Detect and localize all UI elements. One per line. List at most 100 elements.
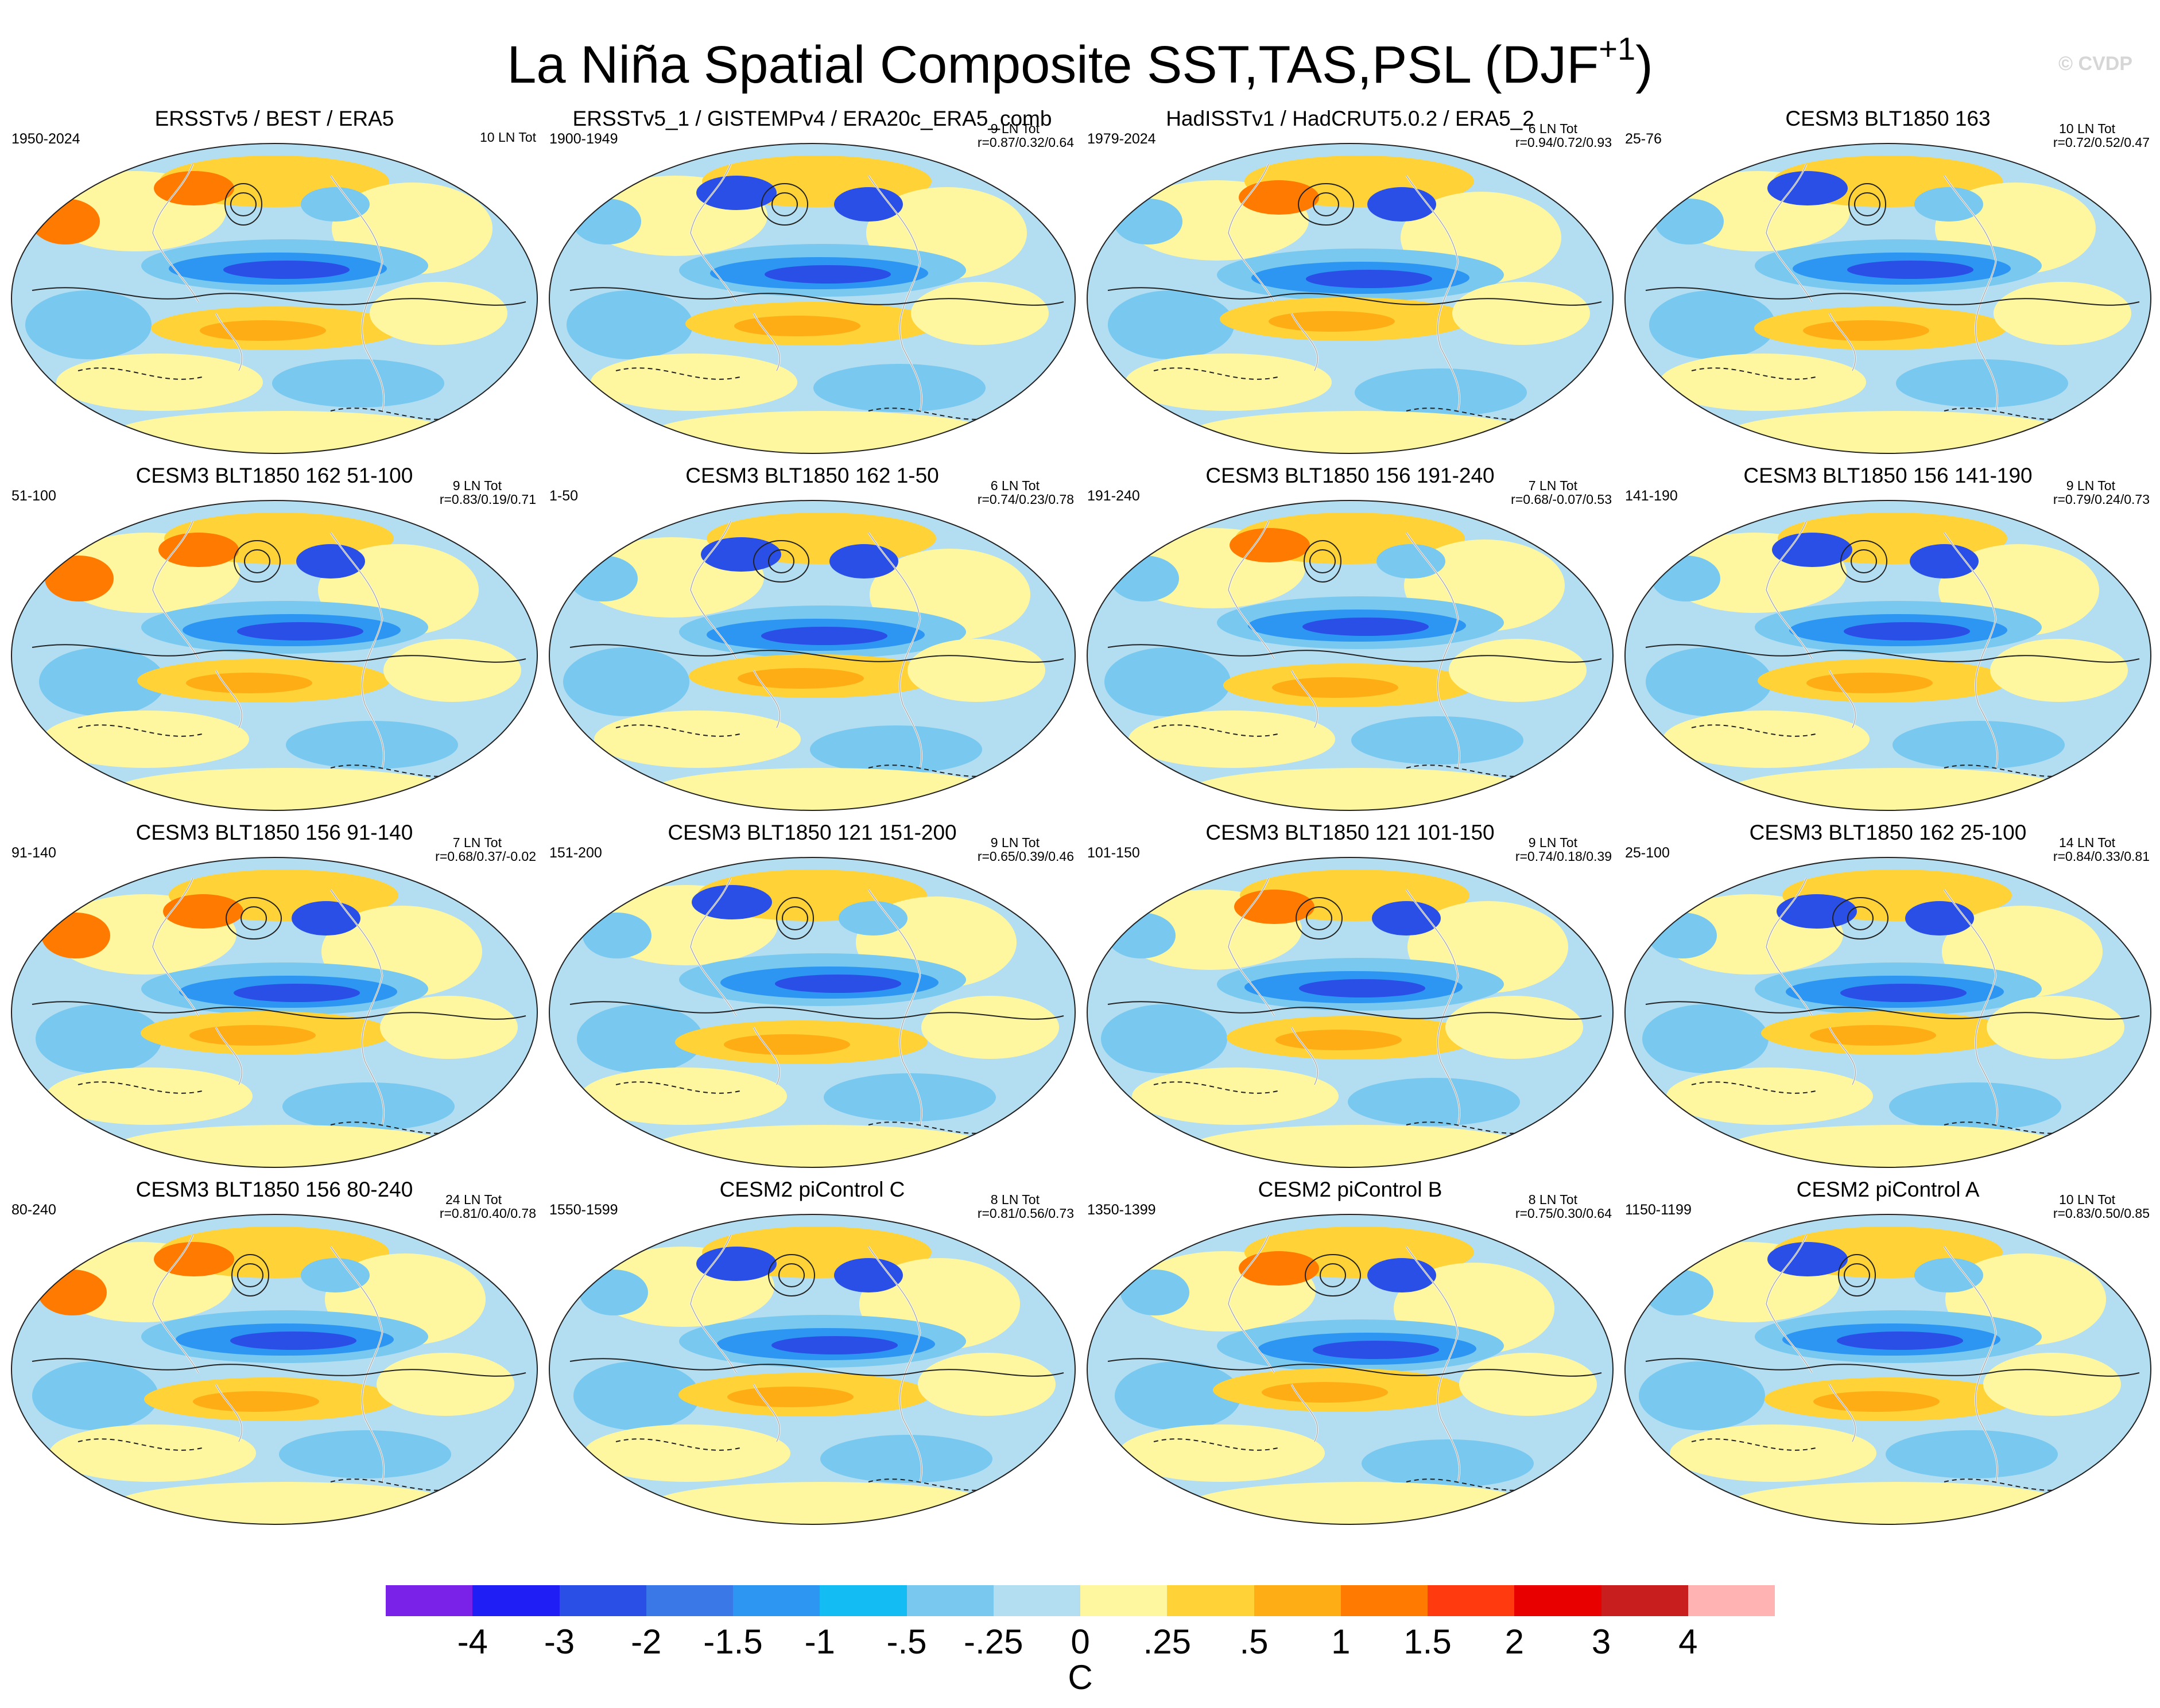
robinson-map <box>1087 857 1614 1168</box>
robinson-map <box>1624 500 2151 811</box>
panel-years: 1950-2024 <box>11 131 80 147</box>
map-panel: CESM3 BLT1850 156 141-190 141-190 9 LN Tot… <box>1618 461 2158 817</box>
panel-pattern-correlation: r=0.79/0.24/0.73 <box>2053 492 2150 507</box>
robinson-map <box>549 143 1076 454</box>
panel-years: 25-100 <box>1625 845 1670 861</box>
panel-pattern-correlation: r=0.84/0.33/0.81 <box>2053 849 2150 864</box>
colorbar-swatch <box>993 1585 1080 1616</box>
panel-title: CESM3 BLT1850 156 191-240 <box>1205 464 1495 487</box>
colorbar-swatch <box>1601 1585 1688 1616</box>
panel-ln-count: 9 LN Tot <box>1528 835 1577 850</box>
colorbar-tick-label: 4 <box>1678 1622 1698 1661</box>
panel-years: 25-76 <box>1625 131 1662 147</box>
colorbar <box>386 1585 1775 1616</box>
panel-title: CESM2 piControl C <box>719 1178 905 1201</box>
panel-years: 51-100 <box>11 488 56 504</box>
panel-stats: 6 LN Tot r=0.74/0.23/0.78 <box>978 479 1074 506</box>
panel-stats: 9 LN Tot r=0.83/0.19/0.71 <box>440 479 536 506</box>
colorbar-tick-label: -.25 <box>964 1622 1023 1661</box>
colorbar-tick-label: 1.5 <box>1403 1622 1452 1661</box>
map-panel: CESM3 BLT1850 162 25-100 25-100 14 LN Tot r… <box>1618 818 2158 1174</box>
robinson-map <box>1087 1214 1614 1525</box>
colorbar-tick-label: -.5 <box>886 1622 927 1661</box>
panel-ln-count: 9 LN Tot <box>990 835 1040 850</box>
panel-years: 1150-1199 <box>1625 1202 1692 1218</box>
panel-title: CESM3 BLT1850 156 141-190 <box>1743 464 2033 487</box>
panel-stats: 9 LN Tot r=0.65/0.39/0.46 <box>978 836 1074 863</box>
panel-pattern-correlation: r=0.68/0.37/-0.02 <box>435 849 536 864</box>
colorbar-swatch <box>386 1585 473 1616</box>
panel-ln-count: 7 LN Tot <box>1528 478 1577 493</box>
map-panel: HadISSTv1 / HadCRUT5.0.2 / ERA5_2 1979-20… <box>1080 104 1620 460</box>
robinson-map <box>11 500 538 811</box>
panel-years: 1550-1599 <box>549 1202 618 1218</box>
map-panel: CESM2 piControl A 1150-1199 10 LN Tot r=0.8… <box>1618 1175 2158 1531</box>
map-panel: CESM3 BLT1850 156 191-240 191-240 7 LN Tot… <box>1080 461 1620 817</box>
panel-title: CESM3 BLT1850 162 25-100 <box>1749 821 2027 844</box>
panel-title: CESM3 BLT1850 121 101-150 <box>1205 821 1495 844</box>
panel-pattern-correlation: r=0.81/0.56/0.73 <box>977 1206 1074 1221</box>
colorbar-swatch <box>472 1585 560 1616</box>
panel-ln-count: 10 LN Tot <box>479 130 536 145</box>
panel-ln-count: 9 LN Tot <box>452 478 502 493</box>
panel-stats: 6 LN Tot r=0.94/0.72/0.93 <box>1515 122 1612 149</box>
panel-ln-count: 14 LN Tot <box>2058 835 2115 850</box>
colorbar-tick-label: 1 <box>1331 1622 1351 1661</box>
robinson-map <box>1624 143 2151 454</box>
panel-ln-count: 6 LN Tot <box>1528 121 1577 136</box>
colorbar-swatch <box>1167 1585 1254 1616</box>
panel-ln-count: 7 LN Tot <box>452 835 502 850</box>
panel-stats: 10 LN Tot <box>480 130 536 144</box>
robinson-map <box>549 857 1076 1168</box>
panel-ln-count: 10 LN Tot <box>2058 1192 2115 1207</box>
panel-pattern-correlation: r=0.74/0.23/0.78 <box>977 492 1074 507</box>
panel-years: 141-190 <box>1625 488 1678 504</box>
colorbar-tick-label: -4 <box>457 1622 488 1661</box>
panel-pattern-correlation: r=0.87/0.32/0.64 <box>977 135 1074 150</box>
panel-ln-count: 9 LN Tot <box>990 121 1040 136</box>
colorbar-tick-label: .5 <box>1239 1622 1269 1661</box>
panel-years: 91-140 <box>11 845 56 861</box>
panel-years: 80-240 <box>11 1202 56 1218</box>
colorbar-tick-label: 0 <box>1071 1622 1090 1661</box>
panel-title: CESM3 BLT1850 162 1-50 <box>685 464 939 487</box>
panel-years: 1350-1399 <box>1087 1202 1156 1218</box>
panel-pattern-correlation: r=0.65/0.39/0.46 <box>977 849 1074 864</box>
colorbar-swatch <box>1254 1585 1341 1616</box>
colorbar-swatch <box>559 1585 646 1616</box>
panel-stats: 9 LN Tot r=0.87/0.32/0.64 <box>978 122 1074 149</box>
colorbar-swatch <box>1688 1585 1775 1616</box>
panel-stats: 14 LN Tot r=0.84/0.33/0.81 <box>2053 836 2150 863</box>
colorbar-tick-label: -1 <box>804 1622 835 1661</box>
panel-ln-count: 6 LN Tot <box>990 478 1040 493</box>
map-panel: CESM3 BLT1850 162 1-50 1-50 6 LN Tot r=0.74… <box>542 461 1082 817</box>
panel-stats: 7 LN Tot r=0.68/-0.07/0.53 <box>1511 479 1612 506</box>
robinson-map <box>549 500 1076 811</box>
robinson-map <box>1624 1214 2151 1525</box>
panel-years: 1979-2024 <box>1087 131 1156 147</box>
panel-title: CESM2 piControl A <box>1796 1178 1980 1201</box>
panel-title: CESM3 BLT1850 156 80-240 <box>135 1178 413 1201</box>
colorbar-swatch <box>820 1585 907 1616</box>
panel-title: CESM2 piControl B <box>1258 1178 1442 1201</box>
panel-pattern-correlation: r=0.68/-0.07/0.53 <box>1511 492 1612 507</box>
panel-pattern-correlation: r=0.81/0.40/0.78 <box>439 1206 536 1221</box>
panel-stats: 8 LN Tot r=0.75/0.30/0.64 <box>1515 1193 1612 1220</box>
colorbar-swatch <box>1340 1585 1428 1616</box>
colorbar-tick-label: 3 <box>1591 1622 1611 1661</box>
robinson-map <box>1087 500 1614 811</box>
panel-pattern-correlation: r=0.72/0.52/0.47 <box>2053 135 2150 150</box>
colorbar-tick-label: .25 <box>1143 1622 1191 1661</box>
panel-years: 1-50 <box>549 488 579 504</box>
colorbar-swatch <box>733 1585 820 1616</box>
colorbar-swatch <box>646 1585 733 1616</box>
map-panel: CESM2 piControl C 1550-1599 8 LN Tot r=0.81… <box>542 1175 1082 1531</box>
panel-title: ERSSTv5 / BEST / ERA5 <box>154 107 394 130</box>
robinson-map <box>11 143 538 454</box>
colorbar-tick-label: -1.5 <box>703 1622 763 1661</box>
panel-title: ERSSTv5_1 / GISTEMPv4 / ERA20c_ERA5_comb <box>572 107 1052 130</box>
panel-pattern-correlation: r=0.94/0.72/0.93 <box>1515 135 1612 150</box>
map-panel: CESM2 piControl B 1350-1399 8 LN Tot r=0.75… <box>1080 1175 1620 1531</box>
colorbar-swatch <box>906 1585 994 1616</box>
panel-years: 1900-1949 <box>549 131 618 147</box>
